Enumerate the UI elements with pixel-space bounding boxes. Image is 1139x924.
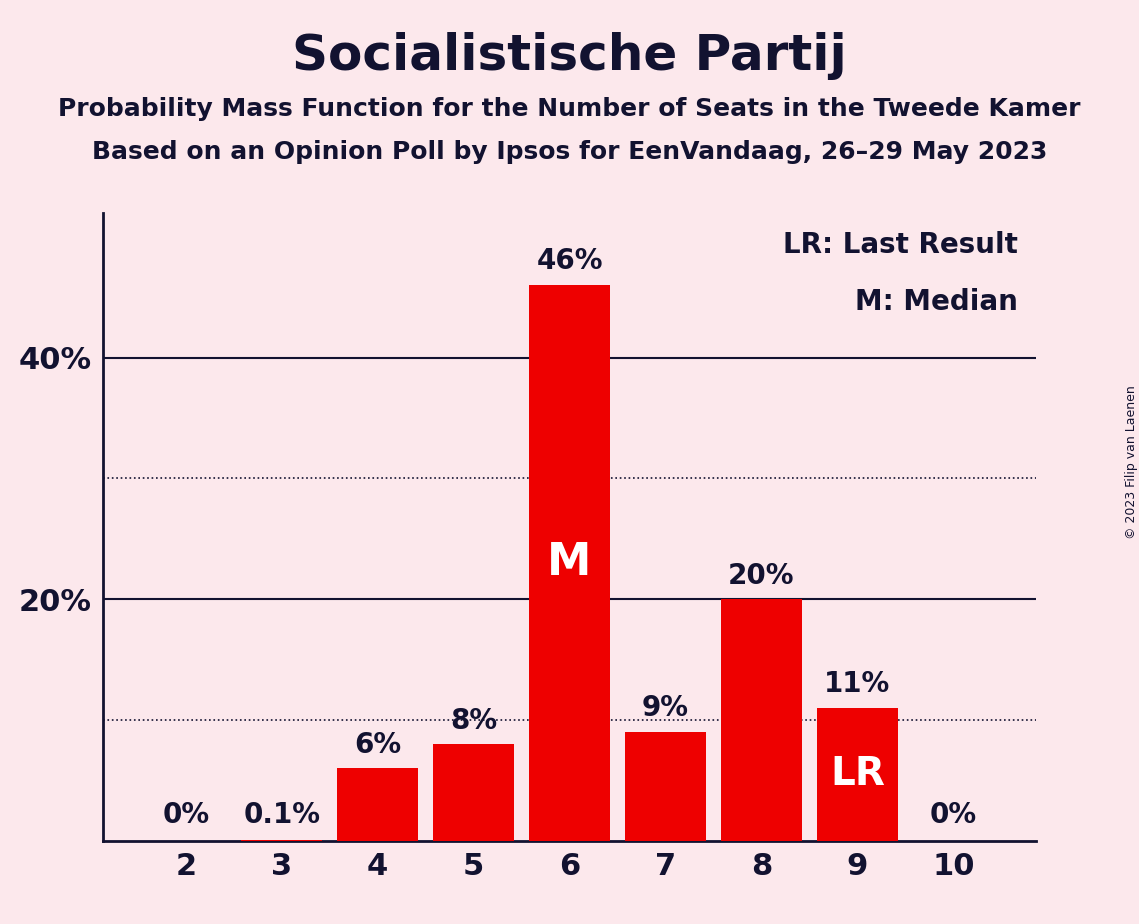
Bar <box>241 840 322 841</box>
Text: 11%: 11% <box>825 670 891 699</box>
Bar <box>721 599 802 841</box>
Text: Probability Mass Function for the Number of Seats in the Tweede Kamer: Probability Mass Function for the Number… <box>58 97 1081 121</box>
Text: 8%: 8% <box>450 707 497 735</box>
Text: 0%: 0% <box>162 801 210 829</box>
Text: LR: Last Result: LR: Last Result <box>782 231 1018 260</box>
Text: 0.1%: 0.1% <box>244 801 320 829</box>
Text: 46%: 46% <box>536 248 603 275</box>
Text: 20%: 20% <box>728 562 795 590</box>
Text: Socialistische Partij: Socialistische Partij <box>292 32 847 80</box>
Text: LR: LR <box>830 756 885 794</box>
Text: Based on an Opinion Poll by Ipsos for EenVandaag, 26–29 May 2023: Based on an Opinion Poll by Ipsos for Ee… <box>92 140 1047 164</box>
Text: 0%: 0% <box>929 801 977 829</box>
Bar <box>624 732 706 841</box>
Bar <box>337 769 418 841</box>
Text: 9%: 9% <box>642 695 689 723</box>
Text: M: M <box>548 541 591 584</box>
Text: M: Median: M: Median <box>855 288 1018 316</box>
Bar <box>528 285 611 841</box>
Bar <box>817 708 898 841</box>
Text: © 2023 Filip van Laenen: © 2023 Filip van Laenen <box>1124 385 1138 539</box>
Text: 6%: 6% <box>354 731 401 759</box>
Bar <box>433 744 515 841</box>
